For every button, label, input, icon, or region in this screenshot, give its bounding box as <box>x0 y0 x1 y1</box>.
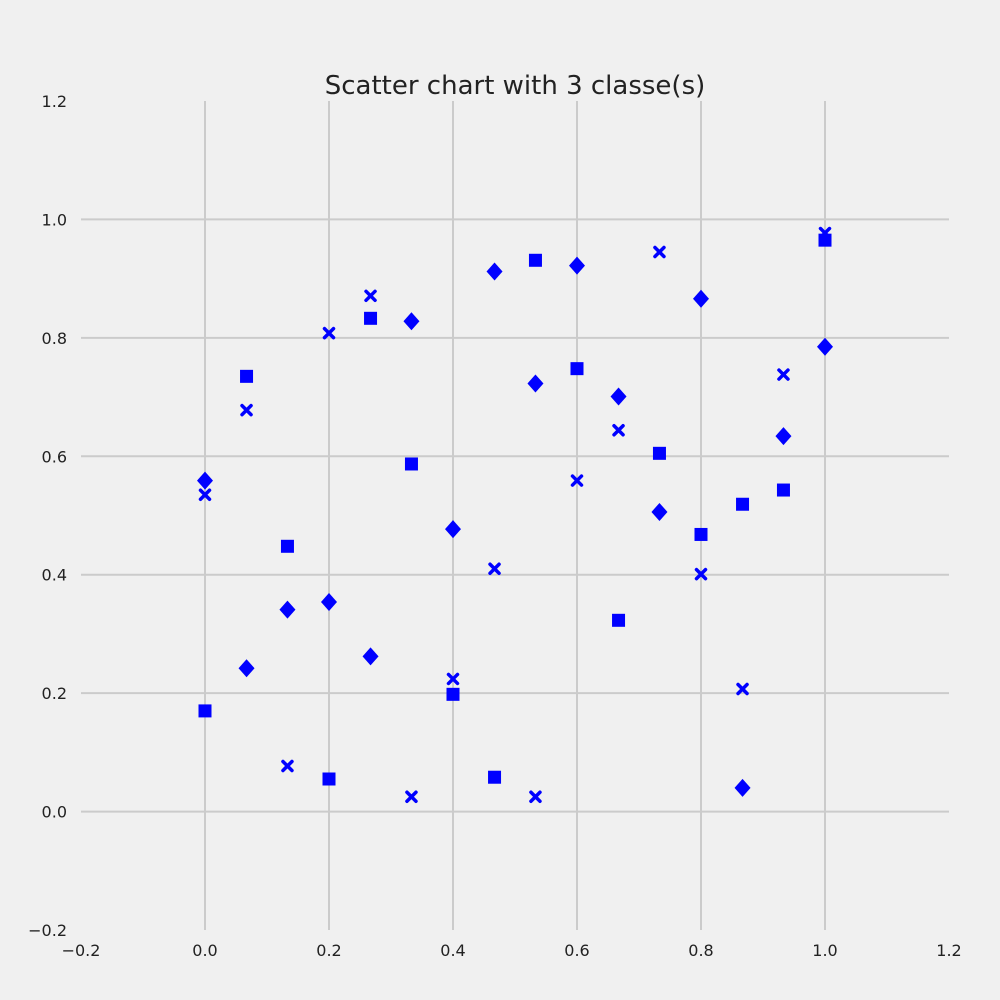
data-point-x <box>405 790 418 804</box>
data-point-x <box>364 289 377 303</box>
data-point-diamond <box>775 427 792 446</box>
data-point-square <box>528 253 542 267</box>
data-point-x <box>736 682 749 696</box>
data-point-square <box>446 687 460 701</box>
data-point-x <box>529 790 542 804</box>
chart-title: Scatter chart with 3 classe(s) <box>325 71 706 101</box>
y-tick-label: 0.0 <box>42 803 67 822</box>
y-tick-label: 1.0 <box>42 210 67 229</box>
data-point-x <box>777 368 790 381</box>
y-tick-label: 0.2 <box>42 684 67 703</box>
y-axis-ticks: −0.2 0.0 0.2 0.4 0.6 0.8 1.0 1.2 <box>28 92 67 940</box>
data-point-x <box>240 403 253 417</box>
data-point-diamond <box>527 374 544 393</box>
data-point-x <box>198 488 212 502</box>
data-point-x <box>570 474 584 487</box>
plot-points <box>197 226 833 804</box>
data-point-square <box>364 311 378 325</box>
x-tick-label: 0.8 <box>688 941 713 960</box>
data-point-diamond <box>197 471 213 490</box>
data-point-diamond <box>321 592 337 611</box>
data-point-square <box>280 539 294 553</box>
data-point-square <box>652 446 666 460</box>
data-point-diamond <box>279 600 296 619</box>
data-point-diamond <box>734 778 751 797</box>
data-point-diamond <box>651 502 668 521</box>
data-point-square <box>404 457 418 471</box>
data-point-x <box>322 326 336 340</box>
x-tick-label: 0.4 <box>440 941 465 960</box>
data-point-x <box>446 672 460 686</box>
y-tick-label: −0.2 <box>28 921 67 940</box>
data-point-x <box>818 226 832 240</box>
data-point-diamond <box>486 262 503 281</box>
data-point-square <box>240 369 254 383</box>
data-point-diamond <box>817 337 833 356</box>
data-point-diamond <box>610 387 627 406</box>
y-tick-label: 1.2 <box>42 92 67 111</box>
data-point-diamond <box>403 312 420 331</box>
x-tick-label: 1.2 <box>936 941 961 960</box>
data-point-diamond <box>445 520 461 539</box>
y-tick-label: 0.8 <box>42 329 67 348</box>
data-point-square <box>776 483 790 497</box>
data-point-square <box>612 613 626 627</box>
x-tick-label: 0.2 <box>316 941 341 960</box>
x-tick-label: 1.0 <box>812 941 837 960</box>
data-point-x <box>612 423 625 437</box>
data-point-square <box>488 770 502 784</box>
data-point-x <box>694 567 708 581</box>
data-point-square <box>322 772 336 786</box>
data-point-square <box>694 527 708 541</box>
data-point-x <box>281 759 294 773</box>
data-point-x <box>488 562 501 576</box>
data-point-square <box>736 497 750 511</box>
x-axis-ticks: −0.2 0.0 0.2 0.4 0.6 0.8 1.0 1.2 <box>62 941 962 960</box>
data-point-diamond <box>238 659 255 678</box>
x-tick-label: −0.2 <box>62 941 101 960</box>
y-tick-label: 0.4 <box>42 566 67 585</box>
data-point-diamond <box>693 289 709 308</box>
data-point-x <box>653 245 666 259</box>
data-point-diamond <box>362 647 379 666</box>
y-tick-label: 0.6 <box>42 447 67 466</box>
x-tick-label: 0.6 <box>564 941 589 960</box>
x-tick-label: 0.0 <box>192 941 217 960</box>
data-point-square <box>570 362 584 376</box>
data-point-square <box>198 704 212 718</box>
grid-lines <box>81 101 949 930</box>
data-point-diamond <box>569 256 585 275</box>
